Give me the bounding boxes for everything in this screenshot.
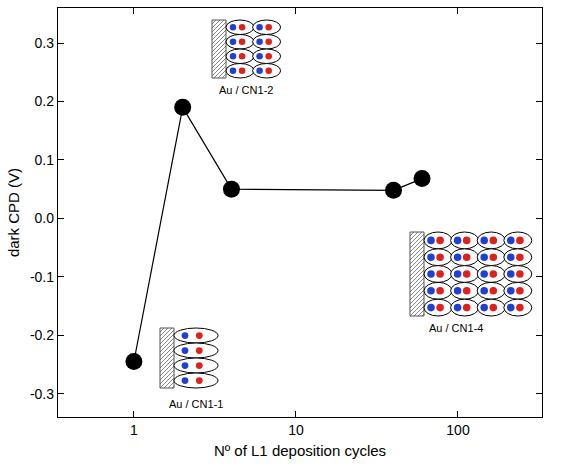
svg-text:-0.3: -0.3 (30, 386, 54, 402)
svg-text:dark CPD (V): dark CPD (V) (5, 168, 22, 257)
svg-text:100: 100 (446, 422, 470, 438)
svg-text:0.2: 0.2 (35, 93, 55, 109)
svg-text:Au / CN1-4: Au / CN1-4 (429, 322, 483, 334)
svg-text:Au / CN1-2: Au / CN1-2 (219, 84, 273, 96)
svg-text:-0.2: -0.2 (30, 327, 54, 343)
svg-text:0.3: 0.3 (35, 35, 55, 51)
svg-text:1: 1 (130, 422, 138, 438)
svg-text:-0.1: -0.1 (30, 269, 54, 285)
svg-text:0.0: 0.0 (35, 210, 55, 226)
svg-text:10: 10 (288, 422, 304, 438)
svg-text:Au / CN1-1: Au / CN1-1 (169, 398, 223, 410)
svg-text:Nº of L1 deposition cycles: Nº of L1 deposition cycles (214, 442, 386, 459)
svg-text:0.1: 0.1 (35, 152, 55, 168)
